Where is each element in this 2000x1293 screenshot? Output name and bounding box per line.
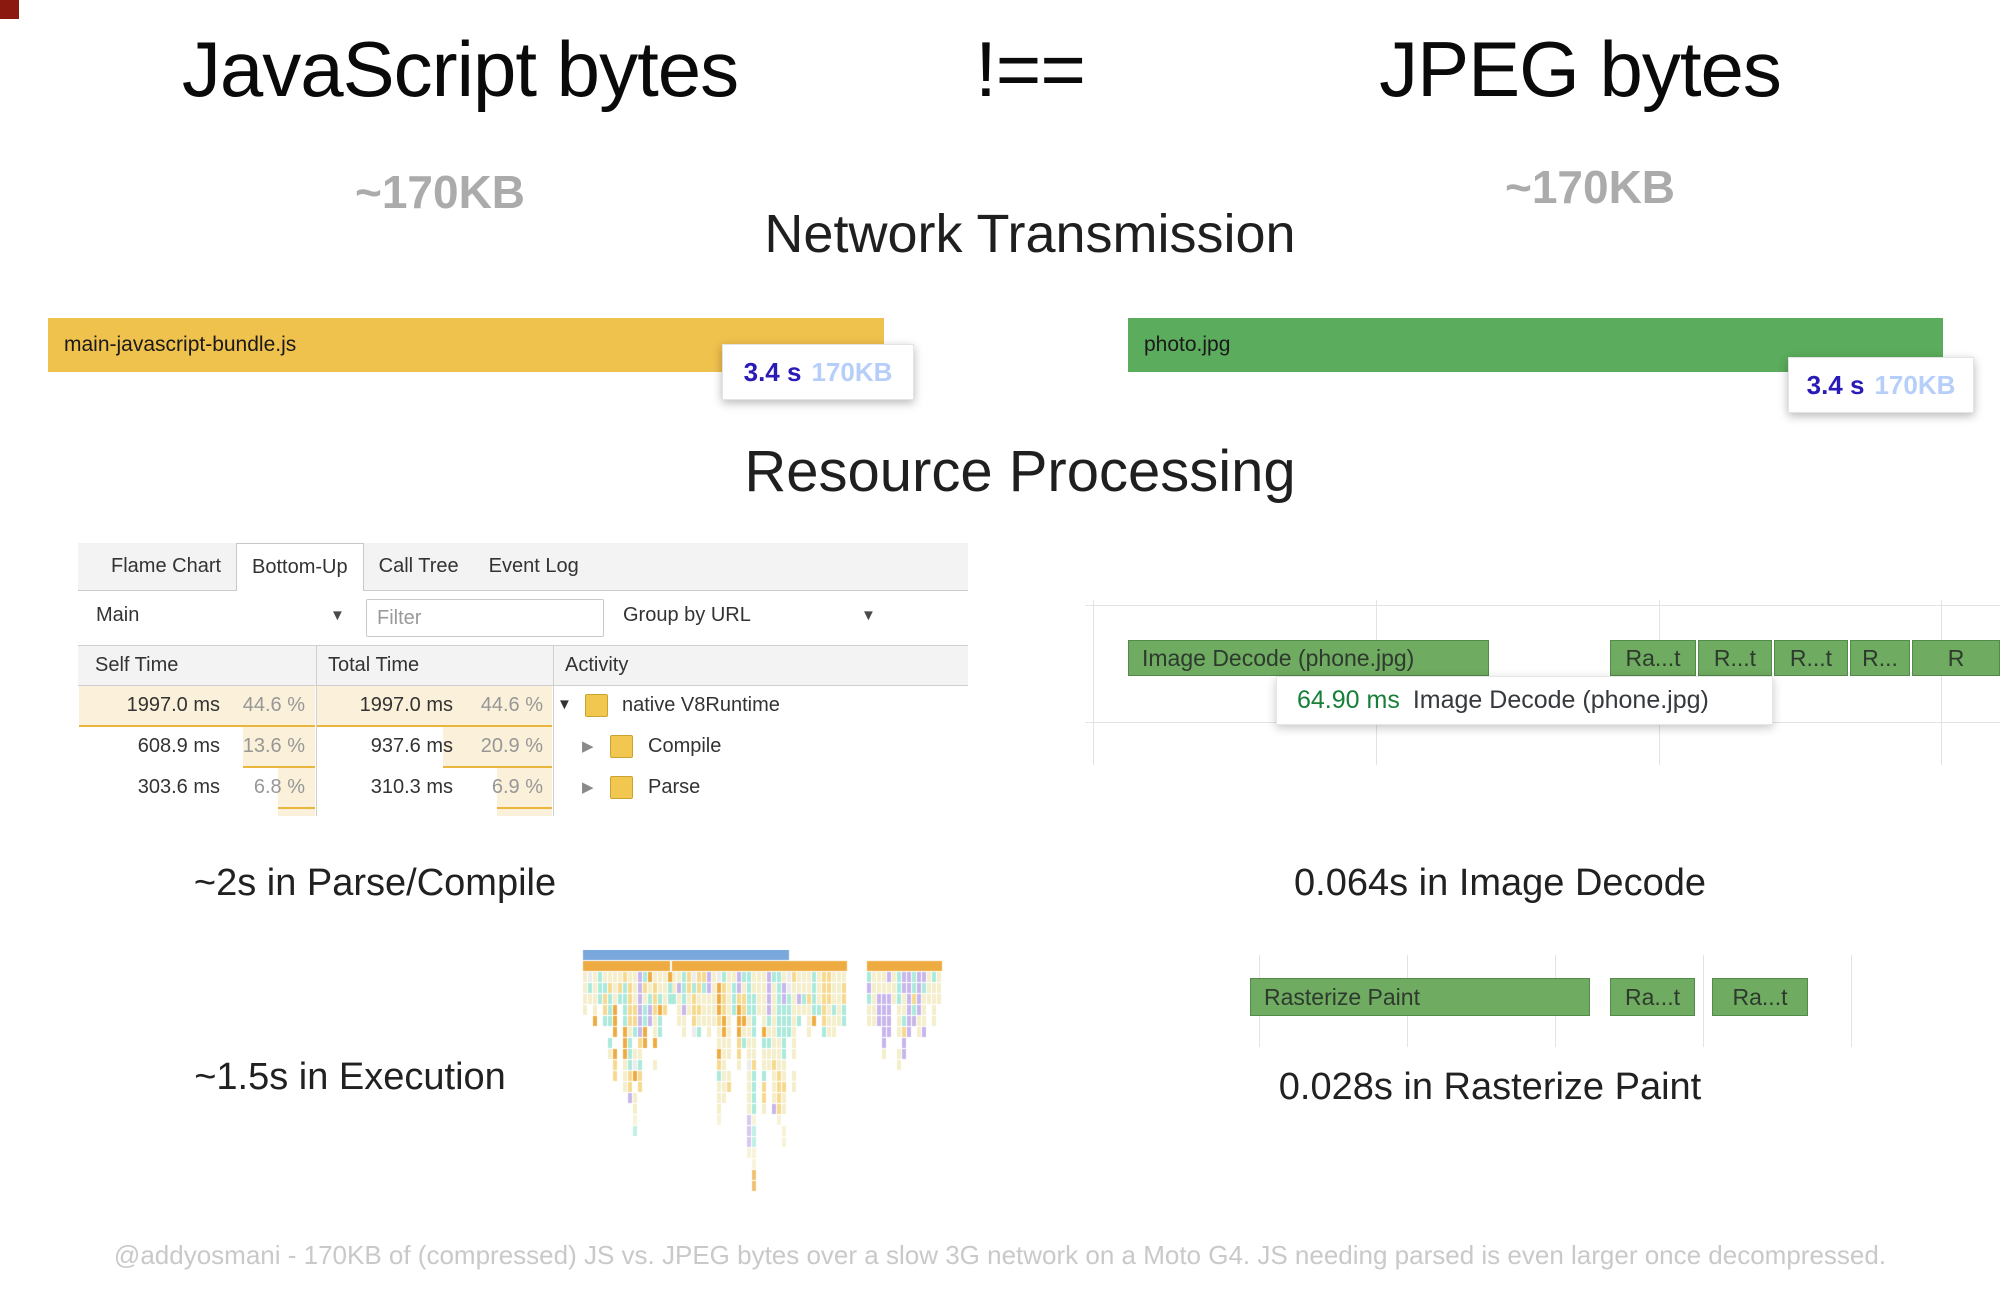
total-time-bar <box>443 727 552 768</box>
jpeg-bar-label: photo.jpg <box>1144 333 1231 356</box>
chevron-down-icon[interactable]: ▼ <box>861 607 876 624</box>
total-time-value: 1997.0 ms <box>359 694 453 716</box>
total-time-value: 937.6 ms <box>370 735 453 757</box>
activity-label: native V8Runtime <box>622 694 780 716</box>
image-decode-timeline: Image Decode (phone.jpg) Ra...t R...t R.… <box>1080 595 2000 775</box>
footer-attribution: @addyosmani - 170KB of (compressed) JS v… <box>113 1240 1887 1270</box>
table-header-row: Self Time Total Time Activity <box>78 645 968 686</box>
decode-tooltip-label: Image Decode (phone.jpg) <box>1412 686 1709 714</box>
image-decode-bar-label: Image Decode (phone.jpg) <box>1142 644 1415 671</box>
column-divider[interactable] <box>316 645 317 816</box>
flame-chart-image <box>575 950 957 1208</box>
filter-input[interactable] <box>366 599 604 637</box>
title-operator: !== <box>975 25 1086 113</box>
table-row[interactable]: 303.6 ms 6.8 % 310.3 ms 6.9 % ▶ Parse <box>78 768 968 809</box>
raster-small-bar: R... <box>1850 640 1910 676</box>
group-by-select[interactable]: Group by URL <box>623 604 751 626</box>
self-time-value: 1997.0 ms <box>126 694 220 716</box>
total-time-value: 310.3 ms <box>370 776 453 798</box>
js-network-tooltip: 3.4 s 170KB <box>722 344 914 400</box>
tab-flame-chart[interactable]: Flame Chart <box>111 555 222 577</box>
raster-small-bar: R...t <box>1698 640 1772 676</box>
tab-event-log[interactable]: Event Log <box>488 555 579 577</box>
scripting-color-swatch <box>585 694 608 717</box>
self-pct-value: 13.6 % <box>242 735 305 757</box>
scripting-color-swatch <box>610 776 633 799</box>
tab-bottom-up[interactable]: Bottom-Up <box>236 543 364 591</box>
js-tooltip-time: 3.4 s <box>743 356 802 387</box>
gridline <box>1851 955 1852 1047</box>
resource-processing-heading: Resource Processing <box>744 439 1296 504</box>
jpeg-tooltip-size: 170KB <box>1874 369 1956 400</box>
rasterize-paint-bar: Rasterize Paint <box>1250 978 1590 1016</box>
devtools-toolbar: Main ▼ Group by URL ▼ <box>78 591 968 645</box>
gridline <box>1941 600 1942 765</box>
image-decode-bar: Image Decode (phone.jpg) <box>1128 640 1489 676</box>
recording-dot <box>0 0 19 19</box>
expand-triangle-icon[interactable]: ▶ <box>582 779 594 796</box>
self-pct-value: 6.8 % <box>253 776 305 798</box>
image-decode-tooltip: 64.90 ms Image Decode (phone.jpg) <box>1276 676 1773 725</box>
network-transmission-heading: Network Transmission <box>764 204 1296 264</box>
self-time-value: 608.9 ms <box>137 735 220 757</box>
scripting-color-swatch <box>610 735 633 758</box>
rasterize-paint-timeline: Rasterize Paint Ra...t Ra...t <box>1180 950 1900 1050</box>
total-time-bar <box>317 686 552 727</box>
js-tooltip-size: 170KB <box>811 356 893 387</box>
jpeg-network-tooltip: 3.4 s 170KB <box>1788 357 1974 413</box>
raster-small-bar: R...t <box>1774 640 1848 676</box>
column-header-self-time[interactable]: Self Time <box>95 654 179 676</box>
self-time-bar <box>79 686 315 727</box>
jpeg-tooltip-time: 3.4 s <box>1806 369 1865 400</box>
expand-triangle-icon[interactable]: ▶ <box>582 738 594 755</box>
rasterize-paint-bar-label: Rasterize Paint <box>1264 983 1420 1010</box>
raster-small-bar: R <box>1912 640 2000 676</box>
raster-small-bar: Ra...t <box>1610 640 1696 676</box>
raster-small-bar: Ra...t <box>1712 978 1808 1016</box>
gridline <box>1093 600 1094 765</box>
devtools-panel: Flame Chart Bottom-Up Call Tree Event Lo… <box>78 543 968 816</box>
chevron-down-icon[interactable]: ▼ <box>330 607 345 624</box>
decode-tooltip-time: 64.90 ms <box>1297 686 1400 714</box>
js-bar-label: main-javascript-bundle.js <box>64 333 297 356</box>
total-time-bar <box>497 768 552 809</box>
image-decode-caption: 0.064s in Image Decode <box>1294 862 1706 904</box>
collapse-triangle-icon[interactable]: ▼ <box>557 696 572 713</box>
column-header-total-time[interactable]: Total Time <box>328 654 420 676</box>
thread-select[interactable]: Main <box>96 604 140 626</box>
self-time-value: 303.6 ms <box>137 776 220 798</box>
parse-compile-caption: ~2s in Parse/Compile <box>193 862 557 904</box>
self-time-bar <box>243 727 315 768</box>
raster-small-bar: Ra...t <box>1610 978 1695 1016</box>
gridline <box>1703 955 1704 1047</box>
column-divider[interactable] <box>553 645 554 816</box>
execution-caption: ~1.5s in Execution <box>194 1056 506 1098</box>
total-pct-value: 44.6 % <box>480 694 543 716</box>
activity-label: Parse <box>648 776 701 798</box>
column-header-activity[interactable]: Activity <box>565 654 629 676</box>
title-jpeg-bytes: JPEG bytes <box>1379 25 1782 113</box>
jpeg-size-label: ~170KB <box>1504 161 1676 213</box>
devtools-tab-bar: Flame Chart Bottom-Up Call Tree Event Lo… <box>78 543 968 591</box>
activity-label: Compile <box>648 735 722 757</box>
title-javascript-bytes: JavaScript bytes <box>181 25 739 113</box>
table-row[interactable]: 608.9 ms 13.6 % 937.6 ms 20.9 % ▶ Compil… <box>78 727 968 768</box>
self-time-bar <box>278 768 315 809</box>
js-size-label: ~170KB <box>354 166 526 218</box>
gridline <box>1085 605 2000 606</box>
total-pct-value: 6.9 % <box>491 776 543 798</box>
next-row-highlight <box>278 809 315 816</box>
self-pct-value: 44.6 % <box>242 694 305 716</box>
table-row[interactable]: 1997.0 ms 44.6 % 1997.0 ms 44.6 % ▼ nati… <box>78 686 968 727</box>
total-pct-value: 20.9 % <box>480 735 543 757</box>
rasterize-paint-caption: 0.028s in Rasterize Paint <box>1278 1066 1702 1108</box>
next-row-highlight <box>497 809 552 816</box>
tab-call-tree[interactable]: Call Tree <box>378 555 459 577</box>
